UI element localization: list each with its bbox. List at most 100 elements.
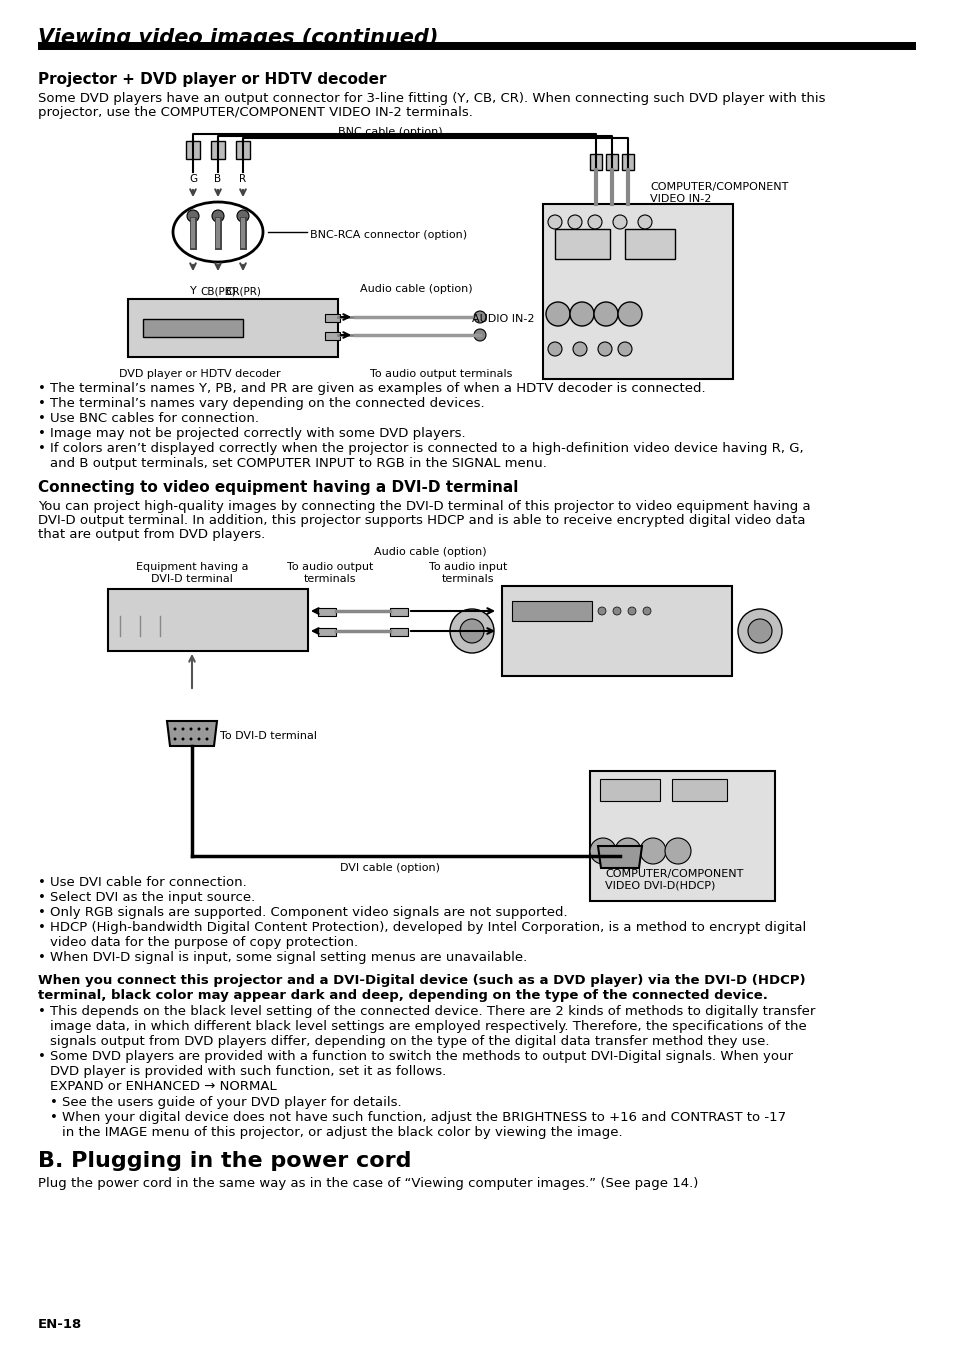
Text: You can project high-quality images by connecting the DVI-D terminal of this pro: You can project high-quality images by c…: [38, 500, 810, 513]
Text: •: •: [38, 442, 46, 455]
Text: •: •: [50, 1096, 58, 1109]
Text: Use DVI cable for connection.: Use DVI cable for connection.: [50, 875, 247, 889]
Circle shape: [598, 342, 612, 357]
Text: projector, use the COMPUTER/COMPONENT VIDEO IN-2 terminals.: projector, use the COMPUTER/COMPONENT VI…: [38, 105, 473, 119]
Text: •: •: [38, 427, 46, 440]
Circle shape: [598, 607, 605, 615]
Circle shape: [173, 727, 176, 731]
Text: The terminal’s names Y, PB, and PR are given as examples of when a HDTV decoder : The terminal’s names Y, PB, and PR are g…: [50, 382, 705, 394]
Circle shape: [545, 303, 569, 326]
Text: This depends on the black level setting of the connected device. There are 2 kin: This depends on the black level setting …: [50, 1005, 815, 1019]
Circle shape: [197, 727, 200, 731]
Text: DVD player is provided with such function, set it as follows.: DVD player is provided with such functio…: [50, 1065, 446, 1078]
Bar: [512, 601, 592, 621]
Circle shape: [618, 303, 641, 326]
Text: •: •: [38, 382, 46, 394]
Circle shape: [181, 727, 184, 731]
Bar: [108, 589, 308, 651]
Text: Only RGB signals are supported. Component video signals are not supported.: Only RGB signals are supported. Componen…: [50, 907, 567, 919]
Text: When DVI-D signal is input, some signal setting menus are unavailable.: When DVI-D signal is input, some signal …: [50, 951, 527, 965]
Text: The terminal’s names vary depending on the connected devices.: The terminal’s names vary depending on t…: [50, 397, 484, 409]
Text: VIDEO IN-2: VIDEO IN-2: [649, 195, 711, 204]
Text: •: •: [38, 892, 46, 904]
Circle shape: [190, 727, 193, 731]
Text: Some DVD players are provided with a function to switch the methods to output DV: Some DVD players are provided with a fun…: [50, 1050, 792, 1063]
Text: terminals: terminals: [441, 574, 494, 584]
Circle shape: [573, 342, 586, 357]
Bar: [624, 230, 675, 259]
Bar: [542, 204, 732, 380]
Text: If colors aren’t displayed correctly when the projector is connected to a high-d: If colors aren’t displayed correctly whe…: [50, 442, 802, 455]
Circle shape: [474, 330, 485, 340]
Circle shape: [459, 619, 483, 643]
Bar: [605, 154, 618, 170]
Text: When your digital device does not have such function, adjust the BRIGHTNESS to +: When your digital device does not have s…: [62, 1111, 785, 1124]
Text: Projector + DVD player or HDTV decoder: Projector + DVD player or HDTV decoder: [38, 72, 386, 86]
Text: AUDIO IN-2: AUDIO IN-2: [472, 313, 534, 324]
Text: G: G: [189, 174, 197, 184]
Text: EXPAND or ENHANCED → NORMAL: EXPAND or ENHANCED → NORMAL: [50, 1079, 276, 1093]
Text: CR(PR): CR(PR): [225, 286, 261, 296]
Circle shape: [236, 209, 249, 222]
Text: Some DVD players have an output connector for 3-line fitting (Y, CB, CR). When c: Some DVD players have an output connecto…: [38, 92, 824, 105]
Bar: [599, 780, 659, 801]
Text: B: B: [214, 174, 221, 184]
Text: Audio cable (option): Audio cable (option): [374, 547, 486, 557]
Text: CB(PB): CB(PB): [200, 286, 235, 296]
Circle shape: [618, 342, 631, 357]
Text: BNC cable (option): BNC cable (option): [337, 127, 442, 136]
Text: To DVI-D terminal: To DVI-D terminal: [220, 731, 316, 740]
Bar: [589, 154, 601, 170]
Text: To audio output terminals: To audio output terminals: [370, 369, 512, 380]
Circle shape: [613, 215, 626, 230]
Text: •: •: [38, 397, 46, 409]
Circle shape: [638, 215, 651, 230]
Circle shape: [594, 303, 618, 326]
Circle shape: [627, 607, 636, 615]
Text: EN-18: EN-18: [38, 1319, 82, 1331]
Text: DVI-D output terminal. In addition, this projector supports HDCP and is able to : DVI-D output terminal. In addition, this…: [38, 513, 804, 527]
Circle shape: [587, 215, 601, 230]
Text: signals output from DVD players differ, depending on the type of the digital dat: signals output from DVD players differ, …: [50, 1035, 769, 1048]
Text: •: •: [38, 951, 46, 965]
Text: that are output from DVD players.: that are output from DVD players.: [38, 528, 265, 540]
Text: •: •: [38, 412, 46, 426]
Circle shape: [613, 607, 620, 615]
Text: Y: Y: [190, 286, 196, 296]
Text: video data for the purpose of copy protection.: video data for the purpose of copy prote…: [50, 936, 357, 948]
Circle shape: [205, 727, 209, 731]
Text: and B output terminals, set COMPUTER INPUT to RGB in the SIGNAL menu.: and B output terminals, set COMPUTER INP…: [50, 457, 546, 470]
Ellipse shape: [172, 203, 263, 262]
Bar: [501, 586, 731, 676]
Text: To audio output: To audio output: [287, 562, 373, 571]
Bar: [390, 608, 408, 616]
Text: Viewing video images (continued): Viewing video images (continued): [38, 28, 438, 49]
Text: terminals: terminals: [303, 574, 355, 584]
Polygon shape: [598, 846, 641, 867]
Circle shape: [547, 342, 561, 357]
Circle shape: [474, 311, 485, 323]
Circle shape: [450, 609, 494, 653]
Bar: [325, 313, 339, 322]
Bar: [235, 141, 250, 159]
Text: terminal, black color may appear dark and deep, depending on the type of the con: terminal, black color may appear dark an…: [38, 989, 767, 1002]
Text: •: •: [38, 1005, 46, 1019]
Text: When you connect this projector and a DVI-Digital device (such as a DVD player) : When you connect this projector and a DV…: [38, 974, 804, 988]
Text: HDCP (High-bandwidth Digital Content Protection), developed by Intel Corporation: HDCP (High-bandwidth Digital Content Pro…: [50, 921, 805, 934]
Text: in the IMAGE menu of this projector, or adjust the black color by viewing the im: in the IMAGE menu of this projector, or …: [62, 1125, 622, 1139]
Text: COMPUTER/COMPONENT: COMPUTER/COMPONENT: [649, 182, 787, 192]
Polygon shape: [167, 721, 216, 746]
Text: VIDEO DVI-D(HDCP): VIDEO DVI-D(HDCP): [604, 881, 715, 892]
Text: •: •: [38, 875, 46, 889]
Text: R: R: [239, 174, 246, 184]
Text: To audio input: To audio input: [428, 562, 507, 571]
Text: Image may not be projected correctly with some DVD players.: Image may not be projected correctly wit…: [50, 427, 465, 440]
Text: Equipment having a: Equipment having a: [135, 562, 248, 571]
Text: Plug the power cord in the same way as in the case of “Viewing computer images.”: Plug the power cord in the same way as i…: [38, 1177, 698, 1190]
Text: BNC-RCA connector (option): BNC-RCA connector (option): [310, 230, 467, 240]
Circle shape: [197, 738, 200, 740]
Circle shape: [181, 738, 184, 740]
Text: •: •: [38, 921, 46, 934]
Text: DVD player or HDTV decoder: DVD player or HDTV decoder: [119, 369, 280, 380]
Circle shape: [212, 209, 224, 222]
